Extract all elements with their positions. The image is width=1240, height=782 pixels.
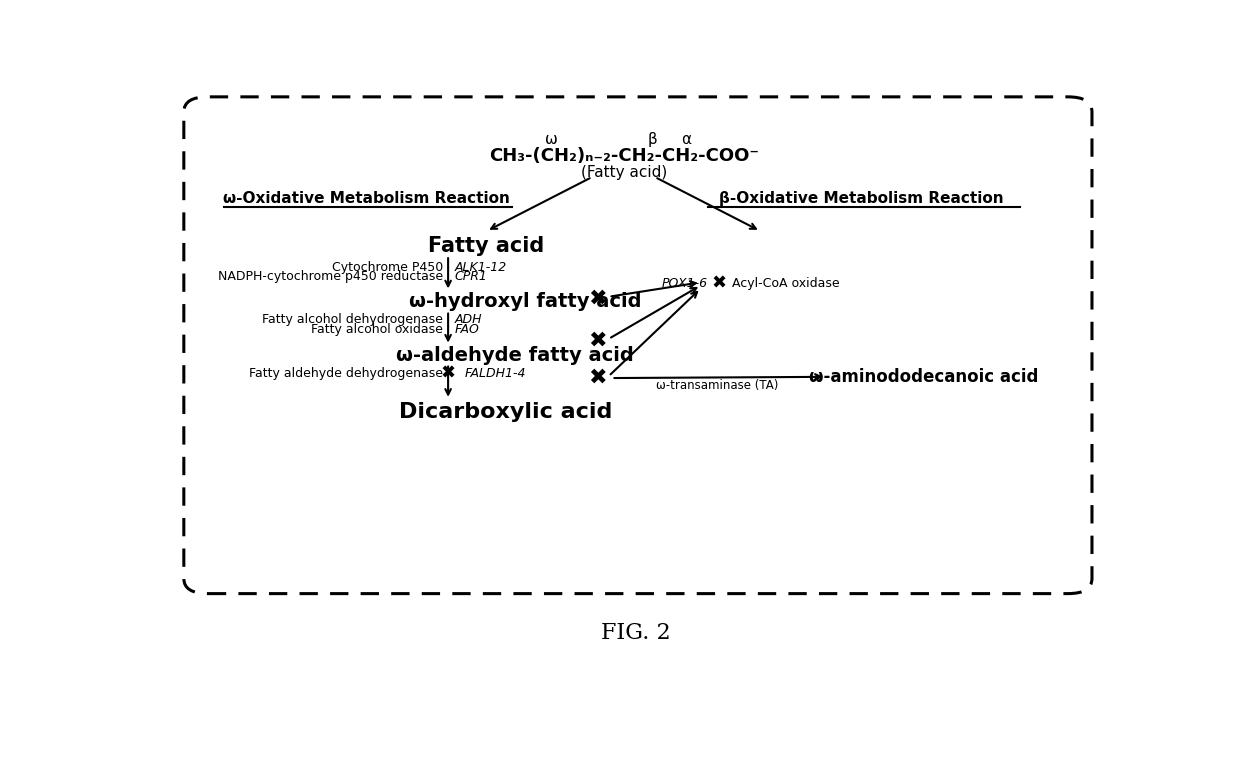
Text: β-Oxidative Metabolism Reaction: β-Oxidative Metabolism Reaction xyxy=(719,191,1003,206)
Text: CPR1: CPR1 xyxy=(455,271,487,283)
Text: Fatty acid: Fatty acid xyxy=(429,235,544,256)
Text: Cytochrome P450: Cytochrome P450 xyxy=(332,260,444,274)
Text: Fatty alcohol oxidase: Fatty alcohol oxidase xyxy=(311,323,444,335)
Text: FAO: FAO xyxy=(455,323,480,335)
Text: Acyl-CoA oxidase: Acyl-CoA oxidase xyxy=(732,277,839,290)
Text: CH₃-(CH₂)ₙ₋₂-CH₂-CH₂-COO⁻: CH₃-(CH₂)ₙ₋₂-CH₂-CH₂-COO⁻ xyxy=(489,147,759,165)
Text: ✖: ✖ xyxy=(588,331,606,350)
Text: ω-aminododecanoic acid: ω-aminododecanoic acid xyxy=(810,368,1038,386)
Text: Dicarboxylic acid: Dicarboxylic acid xyxy=(399,402,613,421)
Text: β: β xyxy=(649,132,657,147)
Text: ALK1-12: ALK1-12 xyxy=(455,260,507,274)
Text: ✖: ✖ xyxy=(440,365,455,383)
Text: ADH: ADH xyxy=(455,313,482,326)
Text: Fatty alcohol dehydrogenase: Fatty alcohol dehydrogenase xyxy=(263,313,444,326)
Text: ω-transaminase (TA): ω-transaminase (TA) xyxy=(656,379,779,393)
Text: ω-hydroxyl fatty acid: ω-hydroxyl fatty acid xyxy=(409,292,641,311)
Text: ✖: ✖ xyxy=(712,274,727,292)
Text: (Fatty acid): (Fatty acid) xyxy=(580,165,667,180)
Text: NADPH-cytochrome p450 reductase: NADPH-cytochrome p450 reductase xyxy=(218,271,444,283)
Text: FIG. 2: FIG. 2 xyxy=(600,622,671,644)
Text: α: α xyxy=(681,132,692,147)
Text: ✖: ✖ xyxy=(588,368,606,388)
Text: ω-aldehyde fatty acid: ω-aldehyde fatty acid xyxy=(397,346,634,364)
Text: ω: ω xyxy=(544,132,557,147)
Text: FALDH1-4: FALDH1-4 xyxy=(465,368,526,380)
Text: Fatty aldehyde dehydrogenase: Fatty aldehyde dehydrogenase xyxy=(249,368,444,380)
Text: ✖: ✖ xyxy=(588,289,606,309)
Text: POX1-6: POX1-6 xyxy=(661,277,708,290)
Text: ω-Oxidative Metabolism Reaction: ω-Oxidative Metabolism Reaction xyxy=(223,191,510,206)
